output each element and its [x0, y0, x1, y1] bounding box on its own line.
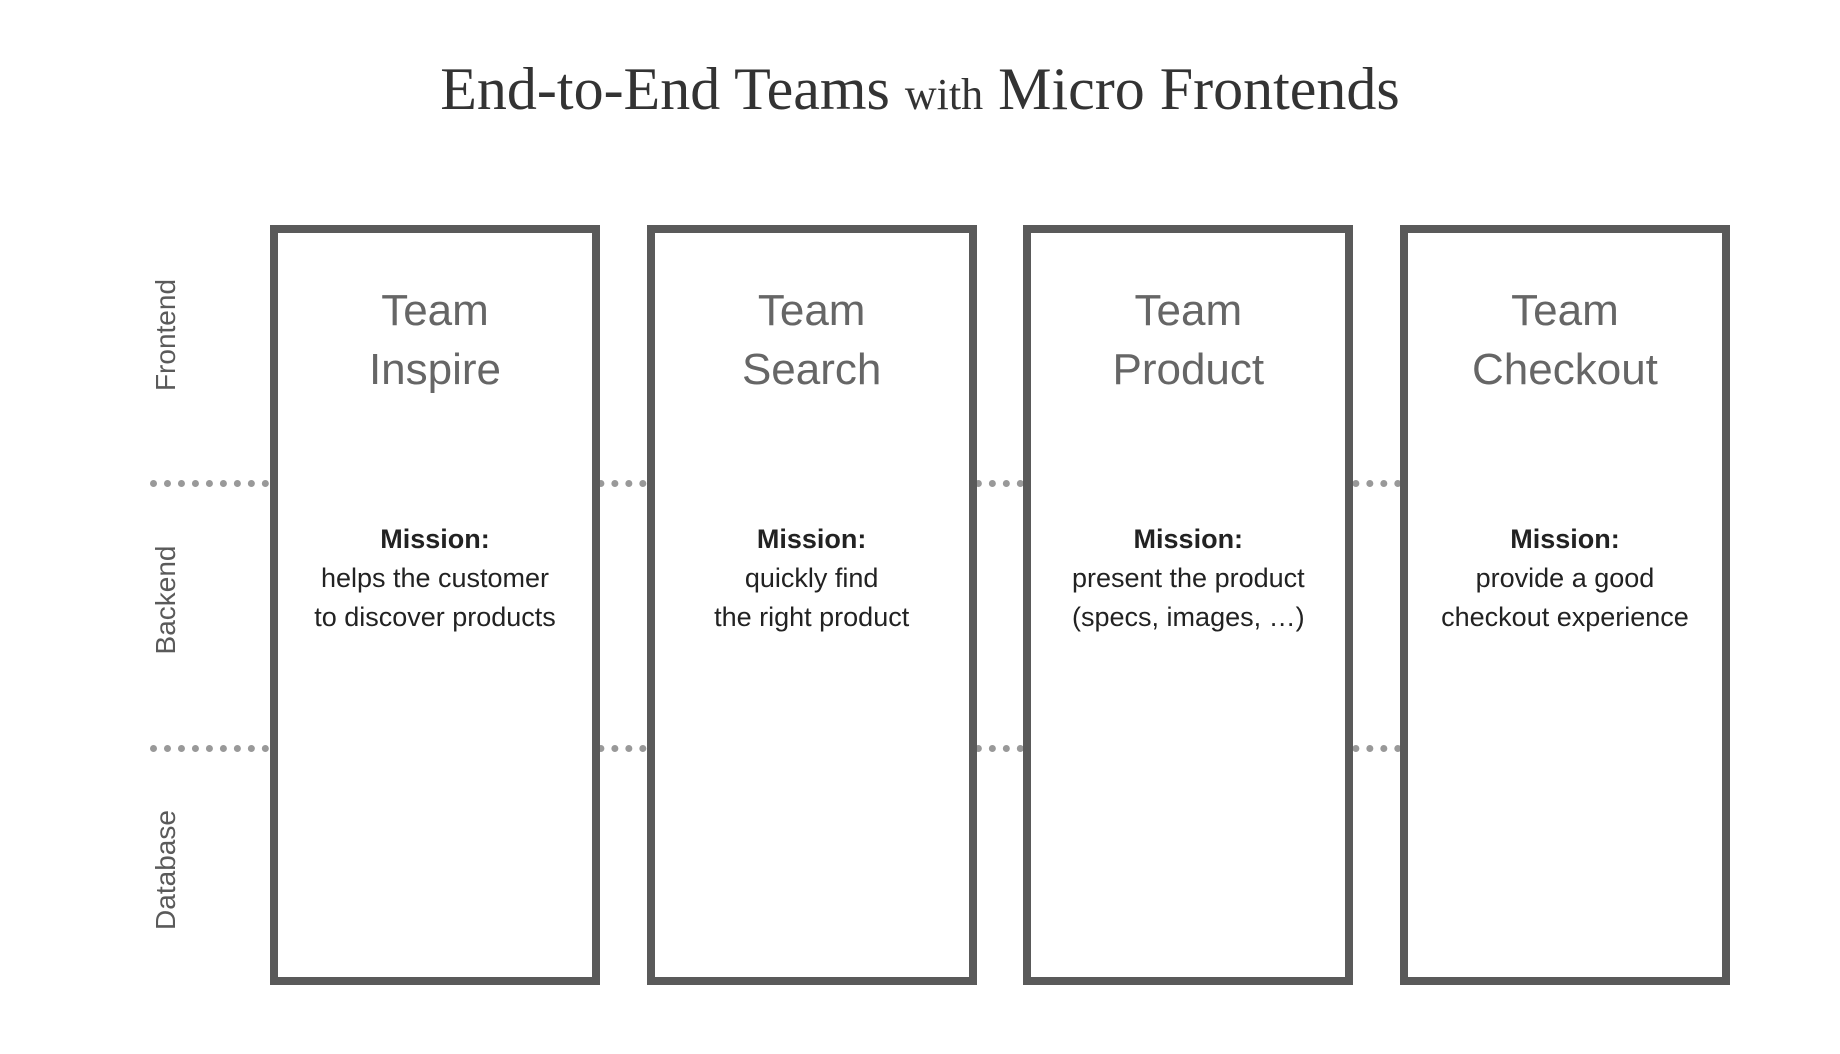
- title-middle: with: [905, 70, 983, 119]
- team-mission: Mission: quickly find the right product: [702, 520, 921, 637]
- mission-label: Mission:: [714, 520, 909, 559]
- title-prefix: End-to-End Teams: [440, 56, 890, 122]
- team-box-checkout: Team Checkout Mission: provide a good ch…: [1400, 225, 1730, 985]
- team-mission: Mission: present the product (specs, ima…: [1060, 520, 1317, 637]
- layer-label-backend: Backend: [150, 520, 182, 680]
- team-name: Team Inspire: [369, 281, 501, 400]
- mission-label: Mission:: [1441, 520, 1689, 559]
- team-box-product: Team Product Mission: present the produc…: [1023, 225, 1353, 985]
- mission-label: Mission:: [314, 520, 556, 559]
- team-name: Team Product: [1112, 281, 1264, 400]
- layer-label-frontend: Frontend: [150, 255, 182, 415]
- teams-row: Team Inspire Mission: helps the customer…: [270, 225, 1730, 985]
- team-name: Team Search: [742, 281, 881, 400]
- team-box-search: Team Search Mission: quickly find the ri…: [647, 225, 977, 985]
- mission-label: Mission:: [1072, 520, 1305, 559]
- team-name: Team Checkout: [1472, 281, 1658, 400]
- diagram-title: End-to-End Teams with Micro Frontends: [0, 55, 1840, 124]
- layer-label-database: Database: [150, 785, 182, 955]
- diagram-container: Frontend Backend Database Team Inspire M…: [150, 225, 1730, 985]
- team-mission: Mission: provide a good checkout experie…: [1429, 520, 1701, 637]
- team-box-inspire: Team Inspire Mission: helps the customer…: [270, 225, 600, 985]
- team-mission: Mission: helps the customer to discover …: [302, 520, 568, 637]
- title-suffix: Micro Frontends: [998, 56, 1400, 122]
